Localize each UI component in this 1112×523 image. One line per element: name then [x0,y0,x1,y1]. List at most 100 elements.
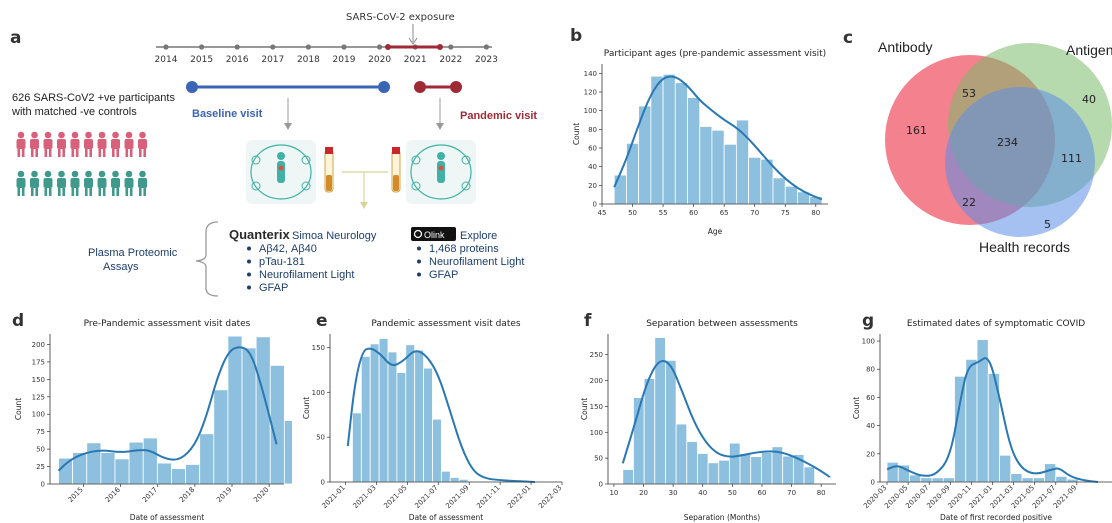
histogram-bar [100,452,116,485]
person-icon [70,131,80,157]
histogram-bar [654,337,666,485]
histogram-bar [283,420,292,485]
timeline-year-label: 2015 [190,55,213,65]
olink-logo-text: Olink [424,230,445,240]
y-tick-label: 80 [866,366,875,374]
venn-antibody-label: Antibody [878,39,932,55]
timeline-dot [448,44,454,50]
y-tick-label: 0 [599,481,603,489]
histogram-bar [772,177,786,205]
x-tick-label: 50 [628,209,637,217]
timeline-year-label: 2022 [439,55,462,65]
x-tick-label: 20 [639,489,648,497]
x-tick-label: 2022-03 [537,484,563,510]
histogram-bar [1032,477,1045,483]
histogram-bar [458,478,469,483]
histogram-bar [687,97,701,205]
x-tick-label: 2018 [178,486,196,504]
bullet-icon [247,259,251,264]
person-icon [111,170,120,196]
baseline-start-dot [186,81,198,93]
person-icon [43,131,53,157]
timeline-dot [305,44,311,50]
histogram-bar [405,344,416,483]
histogram-bar [185,464,201,485]
pandemic-dates-histogram: Pandemic assessment visit dates 0 50 100 150… [302,319,563,522]
y-tick-label: 140 [584,70,597,78]
y-tick-label: 75 [36,428,45,436]
person-icon [97,170,107,196]
histogram-bar [643,378,656,485]
x-tick-label: 2017 [141,486,159,504]
person-icon [124,131,134,157]
exposure-label: SARS-CoV-2 exposure [346,12,455,23]
timeline-dot [234,44,240,50]
chart-title: Separation between assessments [646,319,798,329]
histogram-bar [697,453,709,485]
merge-arrow-icon [360,202,368,209]
timeline-year-label: 2023 [475,55,498,65]
histogram-bar [675,423,688,485]
histogram-bar [699,126,713,205]
y-axis-label: Count [572,123,581,145]
histogram-bar [707,462,720,485]
bullet-icon [417,259,421,264]
x-tick-label: 80 [811,209,820,217]
assay-item: 1,468 proteins [429,243,499,255]
y-tick-label: 100 [312,389,325,397]
timeline-year-label: 2019 [333,55,356,65]
y-tick-label: 20 [588,182,597,190]
person-icon [138,131,147,157]
assay-brace [195,221,219,297]
histogram-bar [662,73,676,205]
olink-logo [411,227,456,241]
kde-curve [346,347,536,483]
histogram-bar [1066,478,1079,483]
histogram-bar [414,349,424,483]
kde-curve [886,357,1099,483]
x-tick-label: 2021-05 [382,484,408,510]
histogram-bar [723,143,737,205]
y-axis-label: Count [580,398,589,420]
y-axis-label: Count [14,398,23,420]
x-tick-label: 45 [598,209,607,217]
quanterix-product: Simoa Neurology [292,230,377,242]
x-axis-label: Date of assessment [130,513,204,522]
panel-label-d: d [12,311,25,331]
bullet-icon [417,272,421,277]
histogram-bar [1055,475,1068,483]
x-tick-label: 30 [669,489,678,497]
y-tick-label: 125 [32,393,45,401]
assay-item: Neurofilament Light [429,256,524,268]
chart-title: Participant ages (pre-pandemic assessmen… [604,49,826,59]
timeline-year-label: 2017 [261,55,284,65]
baseline-end-dot [378,81,390,93]
baseline-blood-tube-icon [324,147,334,193]
chart-title: Pandemic assessment visit dates [371,319,520,329]
y-tick-label: 40 [866,422,875,430]
histogram-bar [227,335,243,485]
pandemic-start-dot [414,81,426,93]
bullet-icon [417,246,421,251]
histogram-bar [650,75,664,205]
pandemic-end-dot [450,81,462,93]
panel-label-e: e [316,311,328,331]
x-tick-label: 2021-11 [475,484,501,510]
timeline-dot [341,44,347,50]
histogram-bar [171,468,186,485]
person-icon [111,131,120,157]
y-tick-label: 40 [588,163,597,171]
y-tick-label: 100 [590,429,603,437]
y-tick-label: 60 [866,394,875,402]
y-tick-label: 20 [866,450,875,458]
y-tick-label: 60 [588,145,597,153]
participants-text-line1: 626 SARS-CoV2 +ve participants [12,92,175,104]
timeline-year-markers: 2014 2015 2016 2017 2018 2019 2020 2021 2022 2023 [155,44,498,65]
histogram-bar [369,343,380,483]
histogram-bar [360,356,371,483]
x-axis-label: Separation (Months) [684,513,761,522]
histogram-bar [199,433,215,485]
person-icon [70,170,80,196]
y-tick-label: 200 [32,341,45,349]
